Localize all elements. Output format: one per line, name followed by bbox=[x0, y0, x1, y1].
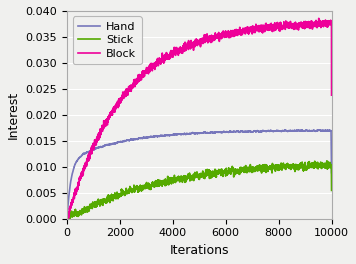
Legend: Hand, Stick, Block: Hand, Stick, Block bbox=[73, 16, 142, 64]
X-axis label: Iterations: Iterations bbox=[169, 244, 229, 257]
Hand bbox=[194, 132, 198, 135]
Hand bbox=[297, 128, 301, 131]
Stick bbox=[65, 217, 69, 220]
Block bbox=[329, 93, 334, 97]
Y-axis label: Interest: Interest bbox=[7, 91, 20, 139]
Stick bbox=[315, 161, 320, 164]
Block bbox=[315, 23, 320, 26]
Line: Block: Block bbox=[67, 18, 331, 219]
Hand bbox=[315, 129, 320, 132]
Block bbox=[316, 17, 321, 20]
Stick bbox=[329, 189, 334, 192]
Stick bbox=[66, 214, 70, 217]
Line: Hand: Hand bbox=[67, 130, 331, 217]
Hand bbox=[76, 158, 80, 161]
Stick bbox=[325, 159, 329, 162]
Stick bbox=[76, 214, 80, 217]
Block bbox=[76, 183, 80, 186]
Block bbox=[194, 39, 198, 42]
Hand bbox=[329, 171, 334, 174]
Block bbox=[65, 217, 69, 220]
Block bbox=[81, 168, 85, 172]
Hand bbox=[66, 201, 70, 205]
Line: Stick: Stick bbox=[67, 161, 331, 219]
Block bbox=[117, 97, 121, 101]
Hand bbox=[117, 140, 121, 143]
Stick bbox=[194, 175, 198, 178]
Hand bbox=[65, 215, 69, 218]
Block bbox=[66, 212, 70, 215]
Stick bbox=[81, 209, 85, 212]
Hand bbox=[81, 153, 85, 156]
Stick bbox=[117, 195, 121, 198]
